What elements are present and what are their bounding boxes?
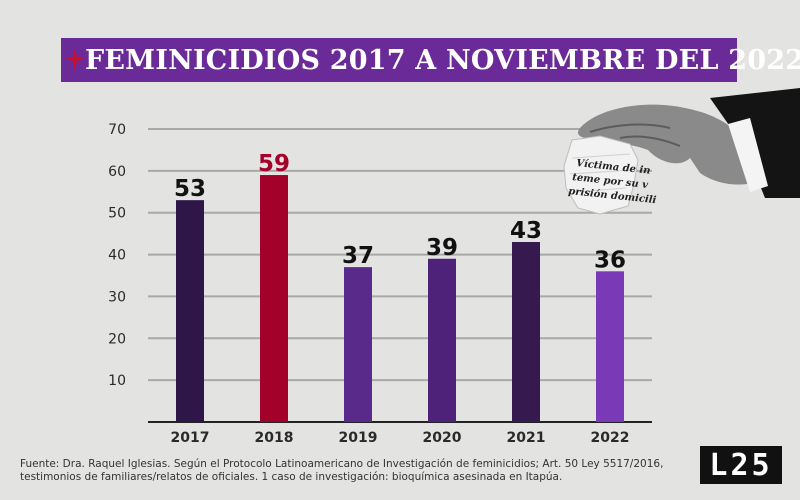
data-label-2022: 36: [594, 247, 626, 273]
x-tick-label: 2021: [507, 430, 546, 446]
bar-2020: [428, 258, 456, 422]
chart-title: FEMINICIDIOS 2017 A NOVIEMBRE DEL 2022: [85, 44, 800, 76]
y-tick-label: 20: [108, 331, 126, 347]
bar-2019: [344, 267, 372, 422]
x-tick-label: 2022: [591, 430, 630, 446]
hand-illustration: Víctima de in teme por su v prisión domi…: [563, 88, 800, 215]
y-tick-label: 70: [108, 122, 126, 138]
x-tick-label: 2017: [171, 430, 210, 446]
data-label-2019: 37: [342, 243, 374, 269]
x-tick-label: 2020: [423, 430, 462, 446]
bar-2017: [176, 200, 204, 422]
logo-text: L25: [709, 447, 773, 483]
data-label-2020: 39: [426, 235, 458, 261]
x-tick-label: 2019: [339, 430, 378, 446]
l25-logo: L25: [700, 446, 782, 484]
y-tick-label: 40: [108, 248, 126, 264]
data-label-2021: 43: [510, 218, 542, 244]
source-line-1: Fuente: Dra. Raquel Iglesias. Según el P…: [20, 458, 664, 470]
title-banner: FEMINICIDIOS 2017 A NOVIEMBRE DEL 2022: [61, 38, 800, 82]
bar-2021: [512, 242, 540, 422]
y-tick-label: 60: [108, 164, 126, 180]
data-label-2017: 53: [174, 176, 206, 202]
y-tick-label: 50: [108, 206, 126, 222]
y-tick-label: 30: [108, 289, 126, 305]
source-note: Fuente: Dra. Raquel Iglesias. Según el P…: [20, 458, 720, 484]
x-tick-label: 2018: [255, 430, 294, 446]
source-line-2: testimonios de familiares/relatos de ofi…: [20, 471, 563, 483]
bar-2022: [596, 271, 624, 422]
star-icon: [65, 38, 85, 82]
bar-2018: [260, 175, 288, 422]
data-label-2018: 59: [258, 151, 290, 177]
y-tick-label: 10: [108, 373, 126, 389]
